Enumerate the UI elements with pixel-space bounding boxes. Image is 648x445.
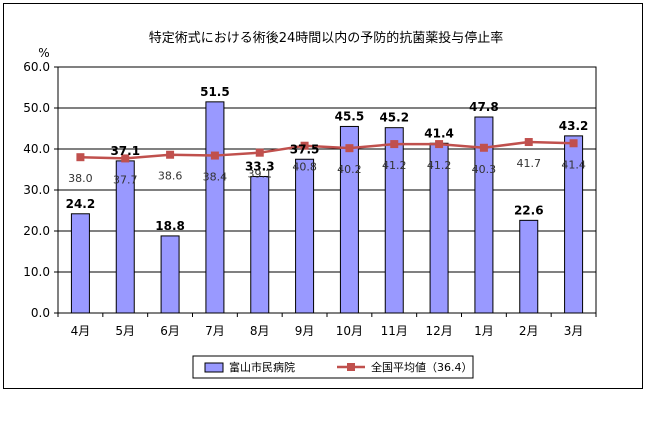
line-marker (479, 143, 488, 152)
chart-frame: 特定術式における術後24時間以内の予防的抗菌薬投与停止率 % 0.0 10.0 20… (3, 3, 643, 389)
line-marker (210, 151, 219, 160)
bar (295, 158, 315, 314)
bar-data-label: 18.8 (155, 219, 185, 233)
line-data-label: 37.7 (113, 173, 138, 186)
line-data-label: 41.2 (427, 159, 452, 172)
bar (160, 235, 180, 314)
line-marker (76, 153, 85, 162)
bar-data-label: 51.5 (200, 85, 230, 99)
x-tick-label: 11月 (381, 324, 408, 338)
bar-data-label: 47.8 (469, 100, 499, 114)
x-tick-label: 2月 (519, 324, 539, 338)
y-tick-label: 50.0 (23, 101, 50, 115)
line-marker (345, 144, 354, 153)
line-marker (435, 140, 444, 149)
bar (564, 135, 584, 314)
line-marker (524, 138, 533, 147)
line-data-label: 38.6 (158, 170, 183, 183)
plot-area: 0.0 10.0 20.0 30.0 40.0 50.0 60.0 24.2 37.1 18.8 5… (23, 60, 597, 338)
line-data-label: 41.2 (382, 159, 407, 172)
line-data-label: 41.7 (517, 157, 542, 170)
legend-box (192, 355, 474, 379)
bar (205, 101, 225, 314)
x-tick-label: 1月 (474, 324, 494, 338)
legend-label-line: 全国平均値（36.4） (371, 360, 473, 374)
series-line (80, 140, 574, 160)
x-tick-label: 10月 (336, 324, 363, 338)
bar (474, 116, 494, 314)
y-tick-label: 60.0 (23, 60, 50, 74)
line-data-label: 40.3 (472, 163, 497, 176)
bar-data-label: 37.1 (110, 144, 140, 158)
x-tick-label: 6月 (160, 324, 180, 338)
line-data-label: 39.1 (248, 168, 273, 181)
chart-title: 特定術式における術後24時間以内の予防的抗菌薬投与停止率 (149, 30, 504, 46)
x-tick-label: 9月 (295, 324, 315, 338)
bar-data-label: 45.5 (335, 109, 365, 123)
legend-swatch-bar (204, 362, 224, 373)
legend: 富山市民病院 全国平均値（36.4） (192, 355, 474, 379)
bar (339, 125, 359, 314)
y-unit-label: % (38, 46, 49, 60)
line-marker (569, 139, 578, 148)
bar-data-label: 24.2 (66, 197, 96, 211)
legend-swatch-marker (347, 363, 355, 371)
bar-data-label: 45.2 (379, 111, 409, 125)
bar (70, 213, 90, 314)
bar-data-label: 41.4 (424, 126, 454, 140)
bar-data-label: 43.2 (559, 119, 589, 133)
line-data-label: 40.8 (292, 161, 317, 174)
line-marker (166, 150, 175, 159)
line-data-label: 38.0 (68, 172, 93, 185)
line-marker (255, 148, 264, 157)
line-marker (300, 141, 309, 150)
x-tick-label: 8月 (250, 324, 270, 338)
line-data-label: 41.4 (561, 158, 586, 171)
x-tick-label: 7月 (205, 324, 225, 338)
line-data-label: 38.4 (203, 171, 228, 184)
y-tick-label: 0.0 (31, 306, 50, 320)
y-tick-label: 40.0 (23, 142, 50, 156)
chart-svg: 特定術式における術後24時間以内の予防的抗菌薬投与停止率 % 0.0 10.0 20… (23, 30, 597, 379)
bar-data-label: 37.5 (290, 142, 320, 156)
bar (250, 175, 270, 314)
bar-data-label: 33.3 (245, 159, 275, 173)
line-marker (390, 140, 399, 149)
x-tick-label: 4月 (71, 324, 91, 338)
y-tick-label: 20.0 (23, 224, 50, 238)
x-tick-label: 5月 (115, 324, 135, 338)
x-tick-label: 3月 (564, 324, 584, 338)
bar (519, 219, 539, 314)
bar-data-label: 22.6 (514, 203, 544, 217)
bar (384, 127, 404, 314)
x-tick-label: 12月 (425, 324, 452, 338)
y-tick-label: 10.0 (23, 265, 50, 279)
legend-label-bar: 富山市民病院 (229, 360, 295, 374)
line-marker (121, 154, 130, 163)
y-tick-label: 30.0 (23, 183, 50, 197)
line-data-label: 40.2 (337, 163, 362, 176)
